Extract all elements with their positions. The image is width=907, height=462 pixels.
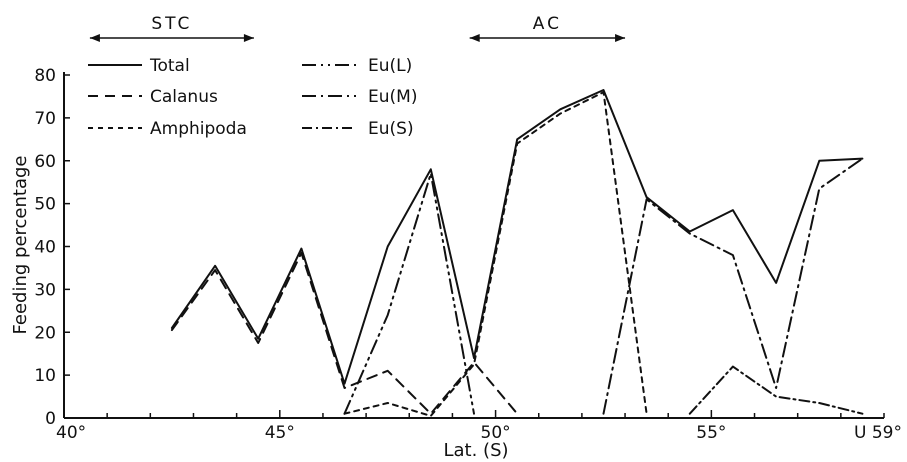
y-tick-label: 70 — [34, 109, 56, 129]
y-axis-title: Feeding percentage — [10, 156, 31, 335]
series-line — [604, 159, 863, 414]
region-arrowhead-right — [615, 34, 625, 42]
series-line — [172, 90, 863, 384]
y-tick-label: 30 — [34, 280, 56, 300]
legend: Total Calanus Amphipoda Eu(L) Eu(M) Eu(S) — [88, 56, 417, 139]
region-arrowhead-right — [244, 34, 254, 42]
series-line — [690, 367, 863, 414]
legend-label: Eu(M) — [368, 87, 417, 107]
series-line — [345, 92, 647, 416]
legend-label: Calanus — [150, 87, 218, 107]
region-markers: STC AC — [90, 14, 625, 42]
series-lines — [172, 90, 863, 416]
region-arrowhead-left — [90, 34, 100, 42]
y-tick-label: 40 — [34, 238, 56, 258]
legend-label: Amphipoda — [150, 119, 247, 139]
region-label: AC — [533, 14, 562, 34]
y-tick-label: 10 — [34, 366, 56, 386]
y-tick-label: 0 — [45, 409, 56, 429]
region-arrowhead-left — [470, 34, 480, 42]
legend-label: Eu(L) — [368, 56, 412, 76]
y-tick-label: 60 — [34, 152, 56, 172]
legend-label: Total — [149, 56, 190, 76]
series-line — [172, 253, 517, 414]
y-tick-label: 80 — [34, 66, 56, 86]
legend-label: Eu(S) — [368, 119, 414, 139]
x-tick-label: 55° — [696, 423, 726, 443]
x-tick-label: U 59° — [854, 423, 902, 443]
x-tick-label: 40° — [56, 423, 86, 443]
region-label: STC — [151, 14, 192, 34]
x-axis-title: Lat. (S) — [443, 440, 508, 461]
y-tick-label: 20 — [34, 323, 56, 343]
x-tick-label: 45° — [265, 423, 295, 443]
y-tick-label: 50 — [34, 195, 56, 215]
